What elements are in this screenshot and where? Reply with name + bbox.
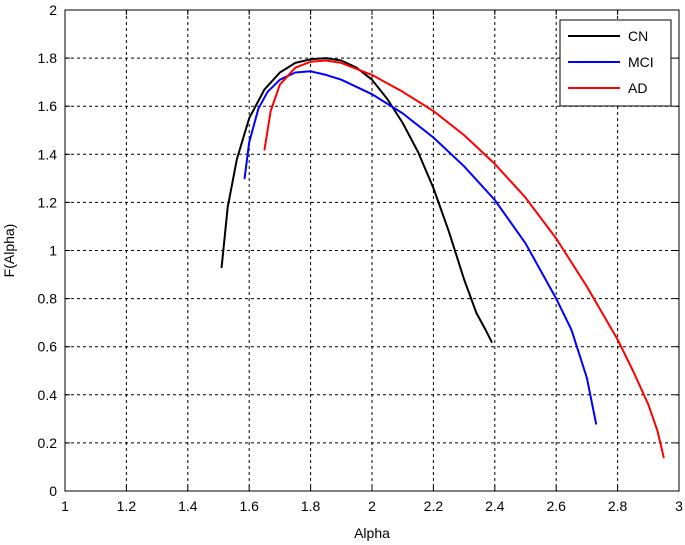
y-tick-label: 0.6	[38, 339, 58, 355]
x-tick-label: 1.6	[239, 498, 259, 514]
y-tick-label: 0.2	[38, 435, 58, 451]
x-tick-label: 3	[675, 498, 683, 514]
x-tick-label: 1	[61, 498, 69, 514]
ticks: 1 1.2 1.4 1.6 1.8 2 2.2 2.4 2.6 2.8 3 0 0.2 0.4 0.6 0.8…	[38, 2, 684, 514]
y-tick-label: 1.2	[38, 194, 58, 210]
legend-label-cn: CN	[628, 28, 648, 44]
y-axis-label: F(Alpha)	[1, 224, 17, 278]
x-tick-label: 1.8	[301, 498, 321, 514]
grid	[65, 10, 679, 491]
x-tick-label: 2	[368, 498, 376, 514]
y-tick-label: 1.8	[38, 50, 58, 66]
series-line-mci	[243, 70, 598, 425]
x-tick-label: 2.8	[608, 498, 628, 514]
legend-label-ad: AD	[628, 80, 647, 96]
x-tick-label: 2.4	[485, 498, 505, 514]
y-tick-label: 1.6	[38, 98, 58, 114]
y-tick-label: 0	[49, 483, 57, 499]
y-tick-label: 0.4	[38, 387, 58, 403]
x-tick-label: 1.2	[117, 498, 137, 514]
series-line-ad	[263, 59, 665, 459]
series-lines	[220, 57, 665, 459]
x-tick-label: 2.2	[424, 498, 444, 514]
legend-label-mci: MCI	[628, 54, 654, 70]
y-tick-label: 2	[49, 2, 57, 18]
x-tick-label: 2.6	[546, 498, 566, 514]
y-tick-label: 0.8	[38, 291, 58, 307]
y-tick-label: 1	[49, 243, 57, 259]
legend: CN MCI AD	[559, 19, 672, 107]
y-tick-label: 1.4	[38, 146, 58, 162]
x-axis-label: Alpha	[354, 525, 390, 541]
x-tick-label: 1.4	[178, 498, 198, 514]
series-line-cn	[220, 57, 493, 343]
